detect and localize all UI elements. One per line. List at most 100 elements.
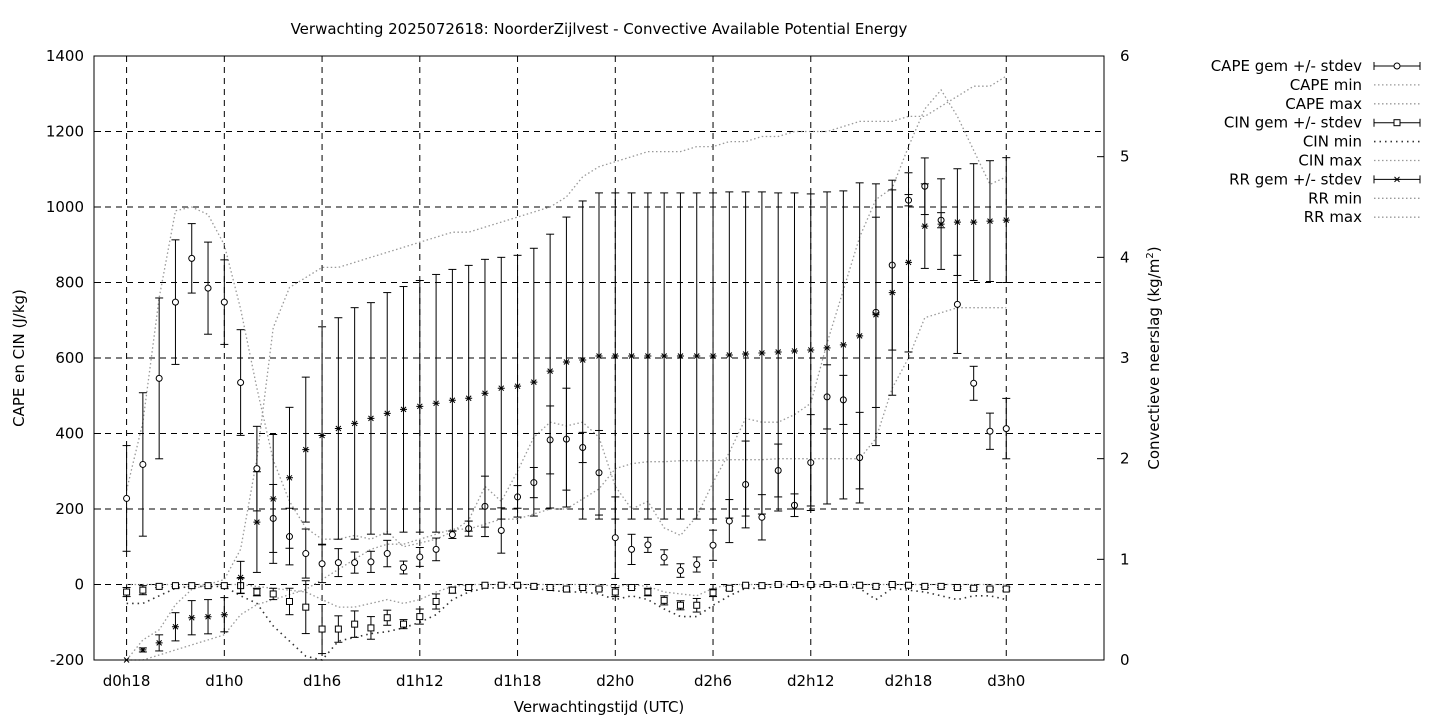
data-point xyxy=(285,474,293,481)
x-tick-label: d1h0 xyxy=(205,672,243,690)
y2-tick-label: 6 xyxy=(1120,47,1130,65)
y2-axis-label: Convectieve neerslag (kg/m2) xyxy=(1145,246,1163,469)
data-point xyxy=(269,590,277,598)
y-axis-label: CAPE en CIN (J/kg) xyxy=(10,289,28,427)
rr-max-line xyxy=(126,75,1007,661)
y2-axis-label-end: ) xyxy=(1145,246,1163,252)
data-point xyxy=(970,219,978,225)
data-point xyxy=(1002,425,1010,433)
data-point xyxy=(823,581,831,588)
data-point xyxy=(986,585,994,593)
data-point xyxy=(351,620,359,628)
data-point xyxy=(367,415,375,422)
y2-tick-label: 1 xyxy=(1120,550,1130,568)
data-point xyxy=(790,348,798,354)
data-point xyxy=(888,289,896,296)
data-point xyxy=(351,559,359,567)
data-point xyxy=(123,588,131,596)
y-tick-label: 0 xyxy=(74,576,84,594)
data-point xyxy=(856,581,864,589)
data-point xyxy=(155,374,163,382)
data-point xyxy=(579,357,587,363)
x-tick-label: d2h6 xyxy=(694,672,732,690)
y-tick-label: 1000 xyxy=(46,198,84,216)
data-point xyxy=(269,496,277,502)
data-point xyxy=(970,379,978,387)
data-point xyxy=(823,345,831,351)
data-point xyxy=(839,342,847,348)
data-point xyxy=(285,597,293,605)
rr-mean-series xyxy=(122,157,1011,663)
data-point xyxy=(432,545,440,553)
data-point xyxy=(400,564,408,572)
y-tick-label: 200 xyxy=(55,500,84,518)
data-point xyxy=(448,586,456,594)
data-point xyxy=(709,589,717,597)
data-point xyxy=(253,465,261,473)
data-point xyxy=(628,584,636,592)
data-point xyxy=(220,582,228,590)
data-point xyxy=(416,403,424,410)
y-tick-label: 600 xyxy=(55,349,84,367)
data-point xyxy=(302,550,310,558)
data-point xyxy=(171,623,179,630)
legend-label: CIN min xyxy=(1303,133,1362,151)
data-point xyxy=(318,560,326,568)
legend-marker xyxy=(1393,119,1401,127)
data-point xyxy=(253,588,261,596)
data-point xyxy=(400,406,408,413)
data-point xyxy=(693,353,701,359)
data-point xyxy=(514,383,522,390)
data-point xyxy=(937,582,945,590)
y2-axis-label-sup: 2 xyxy=(1145,252,1156,258)
y-tick-label: 400 xyxy=(55,425,84,443)
data-point xyxy=(334,425,342,432)
data-point xyxy=(188,254,196,262)
x-tick-label: d2h0 xyxy=(596,672,634,690)
data-point xyxy=(171,582,179,590)
data-point xyxy=(481,390,489,397)
data-point xyxy=(856,332,864,339)
data-point xyxy=(204,284,212,292)
data-point xyxy=(628,545,636,553)
data-point xyxy=(986,218,994,224)
data-point xyxy=(888,581,896,588)
data-point xyxy=(709,541,717,549)
data-point xyxy=(611,353,619,359)
data-point xyxy=(839,581,847,588)
data-point xyxy=(204,582,212,590)
data-point xyxy=(139,460,147,468)
y-tick-label: 800 xyxy=(55,274,84,292)
x-tick-label: d1h18 xyxy=(494,672,542,690)
data-point xyxy=(660,553,668,561)
data-point xyxy=(318,625,326,633)
legend-label: RR gem +/- stdev xyxy=(1229,170,1362,188)
legend-label: CIN max xyxy=(1298,152,1362,170)
data-point xyxy=(562,585,570,593)
data-point xyxy=(758,350,766,356)
series-layer xyxy=(122,75,1011,663)
data-point xyxy=(367,624,375,632)
data-point xyxy=(579,584,587,592)
data-point xyxy=(872,582,880,590)
data-point xyxy=(123,494,131,502)
data-point xyxy=(790,581,798,588)
data-point xyxy=(220,298,228,306)
data-point xyxy=(742,351,750,357)
data-point xyxy=(367,558,375,566)
data-point xyxy=(318,432,326,439)
data-point xyxy=(302,603,310,611)
data-point xyxy=(237,574,245,581)
legend-label: RR max xyxy=(1304,208,1362,226)
data-point xyxy=(905,259,913,266)
data-point xyxy=(546,368,554,374)
data-point xyxy=(383,614,391,622)
data-point xyxy=(660,353,668,359)
data-point xyxy=(302,446,310,453)
x-tick-label: d0h18 xyxy=(103,672,151,690)
data-point xyxy=(432,597,440,605)
x-tick-label: d2h12 xyxy=(787,672,835,690)
data-point xyxy=(953,300,961,308)
